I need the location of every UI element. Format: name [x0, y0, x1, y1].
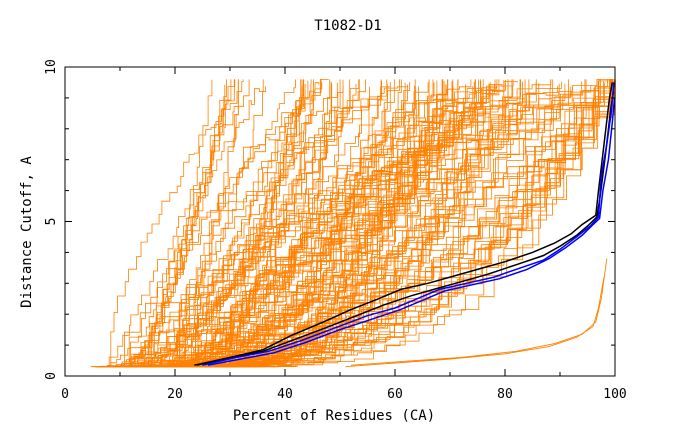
background-model-line: [162, 80, 309, 368]
x-tick-label: 80: [497, 387, 513, 402]
y-tick-label: 10: [44, 59, 59, 75]
background-model-line: [235, 79, 484, 368]
y-axis-label: Distance Cutoff, A: [19, 156, 35, 308]
background-model-line: [155, 82, 429, 368]
background-model-line: [105, 79, 449, 368]
background-model-line: [178, 79, 366, 368]
x-tick-label: 60: [387, 387, 403, 402]
background-model-line: [181, 86, 573, 368]
background-model-line: [214, 84, 514, 368]
background-model-line: [233, 79, 434, 368]
background-model-line: [163, 79, 459, 368]
background-model-line: [142, 79, 498, 368]
highlighted-model-line: [194, 82, 614, 366]
background-model-line: [218, 79, 514, 368]
background-model-line: [180, 79, 496, 368]
background-model-line: [124, 79, 239, 368]
background-model-line: [120, 79, 416, 368]
background-model-line: [114, 86, 390, 368]
background-model-line: [112, 82, 338, 368]
background-model-line: [123, 79, 303, 368]
background-model-line: [129, 86, 266, 368]
x-tick-label: 100: [603, 387, 626, 402]
background-model-line: [202, 79, 506, 368]
background-model-line: [125, 79, 239, 368]
y-tick-label: 5: [44, 218, 59, 226]
background-model-line: [163, 79, 616, 368]
background-model-line: [95, 83, 490, 368]
highlighted-model-line: [202, 82, 615, 366]
background-model-line: [107, 79, 250, 368]
y-tick-label: 0: [44, 372, 59, 380]
background-model-line: [178, 82, 411, 368]
background-model-line: [123, 79, 227, 368]
x-tick-label: 0: [61, 387, 69, 402]
background-model-line: [162, 79, 610, 368]
background-model-line: [113, 79, 213, 368]
background-model-line: [215, 79, 600, 368]
background-model-line: [210, 85, 415, 368]
background-model-line: [178, 80, 382, 368]
background-model-line: [206, 83, 540, 368]
background-model-lines: [90, 79, 616, 368]
outlier-model-lines: [345, 258, 608, 368]
background-model-line: [141, 79, 360, 368]
background-model-line: [125, 79, 236, 368]
background-model-line: [170, 86, 407, 368]
background-model-line: [163, 79, 472, 368]
background-model-line: [95, 86, 474, 368]
background-model-line: [106, 83, 306, 368]
background-model-line: [216, 86, 370, 368]
outlier-model-line: [345, 277, 605, 368]
x-tick-label: 40: [277, 387, 293, 402]
background-model-line: [222, 81, 563, 368]
background-model-line: [202, 79, 448, 368]
x-axis-label: Percent of Residues (CA): [233, 408, 435, 424]
background-model-line: [237, 82, 475, 368]
plot-axes: 0 20 40 60 80 100 0 5 10: [44, 59, 627, 402]
background-model-line: [189, 79, 611, 368]
x-tick-label: 20: [167, 387, 183, 402]
highlighted-model-lines: [194, 82, 616, 366]
background-model-line: [120, 79, 232, 368]
chart-title: T1082-D1: [314, 18, 381, 34]
highlighted-model-line: [207, 97, 616, 366]
background-model-line: [143, 86, 454, 368]
background-model-line: [148, 79, 264, 368]
background-model-line: [221, 82, 320, 368]
background-model-line: [123, 79, 537, 368]
outlier-model-line: [350, 258, 608, 366]
background-model-line: [101, 79, 244, 368]
background-model-line: [105, 79, 235, 368]
background-model-line: [129, 79, 614, 368]
